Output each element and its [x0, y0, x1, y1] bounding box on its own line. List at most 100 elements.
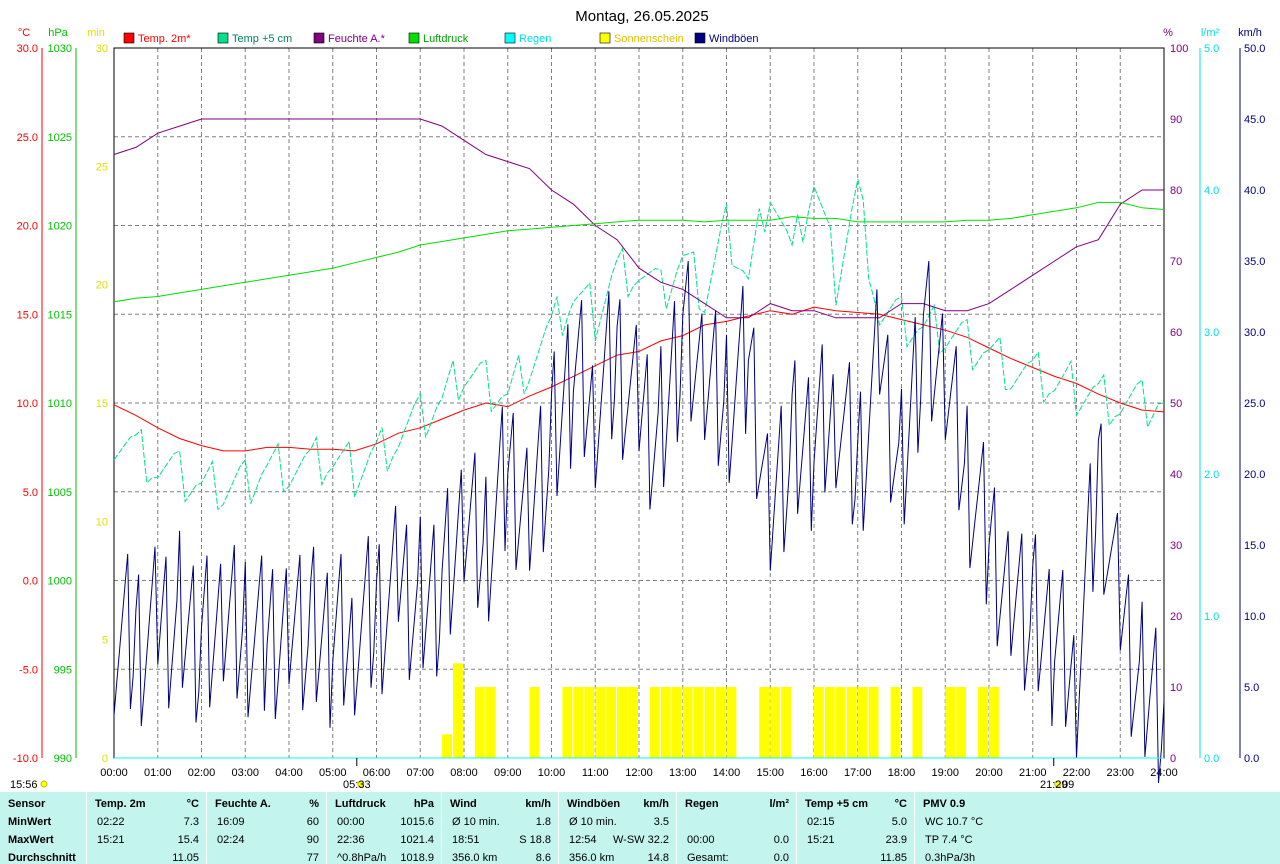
footer-cell-time: TP 7.4 °C — [925, 834, 973, 846]
rain-tick-label: 2.0 — [1204, 469, 1219, 481]
wind-tick-label: 40.0 — [1244, 185, 1265, 197]
sunshine-bar — [628, 687, 638, 758]
legend-label: Temp. 2m* — [138, 33, 191, 45]
footer-column: Temp. 2m °C 02:22 7.3 15:21 15.4 11.05 — [86, 792, 207, 864]
footer-cell-time: 00:00 — [687, 834, 715, 846]
statistics-table: Sensor MinWert MaxWert Durchschnitt Temp. 2m… — [0, 792, 1280, 864]
humidity-tick-label: 20 — [1170, 611, 1182, 623]
footer-cell-value: 11.85 — [880, 852, 907, 864]
footer-cell-value: 1015.6 — [400, 816, 434, 828]
pressure-unit-label: hPa — [48, 27, 68, 39]
pressure-tick-label: 1020 — [48, 221, 72, 233]
humidity-tick-label: 80 — [1170, 185, 1182, 197]
x-tick-label: 04:00 — [275, 767, 303, 779]
sunshine-bar — [835, 687, 846, 758]
rain-unit-label: l/m² — [1201, 27, 1220, 39]
x-tick-label: 01:00 — [144, 767, 172, 779]
humidity-tick-label: 60 — [1170, 327, 1182, 339]
sunshine-bar — [693, 687, 704, 758]
footer-cell-time: 02:22 — [97, 816, 125, 828]
footer-cell-time: Gesamt: — [687, 852, 729, 864]
x-tick-label: 19:00 — [931, 767, 959, 779]
footer-cell-value: 1018.9 — [400, 852, 434, 864]
corner-time-label: 15:56 — [10, 779, 38, 791]
humidity-tick-label: 50 — [1170, 398, 1182, 410]
chart-title: Montag, 26.05.2025 — [575, 8, 708, 25]
rain-tick-label: 4.0 — [1204, 185, 1219, 197]
sunshine-bar — [649, 687, 660, 758]
series-line-luftdruck — [113, 201, 1165, 303]
sunshine-bar — [868, 687, 879, 758]
footer-cell-value: 3.5 — [653, 816, 669, 828]
sun-tick-label: 5 — [102, 635, 108, 647]
marker-extra-label: 09 — [1062, 779, 1074, 791]
footer-column: PMV 0.9 WC 10.7 °C TP 7.4 °C 0.3hPa/3h — [914, 792, 1280, 864]
legend-swatch — [694, 32, 706, 44]
footer-row-label: Durchschnitt — [8, 852, 76, 864]
x-tick-label: 15:00 — [756, 767, 784, 779]
x-tick-label: 12:00 — [625, 767, 653, 779]
footer-cell-time: 18:51 — [452, 834, 480, 846]
sunshine-bar — [704, 687, 715, 758]
footer-header-unit: km/h — [525, 798, 551, 810]
x-tick-label: 09:00 — [494, 767, 522, 779]
sun-tick-label: 0 — [102, 753, 108, 765]
series-line-temp-2m- — [113, 306, 1165, 452]
footer-row-label: MaxWert — [8, 834, 54, 846]
sunshine-bar — [715, 687, 726, 758]
wind-tick-label: 50.0 — [1244, 43, 1265, 55]
footer-cell-value: 14.8 — [647, 852, 669, 864]
footer-column: Sensor MinWert MaxWert Durchschnitt — [0, 792, 86, 864]
x-tick-label: 13:00 — [669, 767, 697, 779]
footer-cell-time: 02:15 — [807, 816, 835, 828]
footer-cell-value: 0.0 — [773, 852, 789, 864]
footer-cell-value: 7.3 — [183, 816, 199, 828]
temp-tick-label: -5.0 — [19, 664, 38, 676]
wind-tick-label: 35.0 — [1244, 256, 1265, 268]
footer-column: Wind km/h Ø 10 min. 1.8 18:51 S 18.8 356.0 km 8… — [441, 792, 559, 864]
pressure-tick-label: 1025 — [48, 132, 72, 144]
footer-cell-time: 15:21 — [97, 834, 125, 846]
sun-marker-icon — [357, 780, 365, 788]
footer-header: Temp +5 cm — [805, 798, 869, 810]
footer-header-unit: l/m² — [769, 798, 789, 810]
sunshine-bar — [529, 687, 540, 758]
footer-cell-time: WC 10.7 °C — [925, 816, 984, 828]
footer-header: Wind — [450, 798, 477, 810]
sunshine-bar — [890, 687, 901, 758]
sun-unit-label: min — [87, 27, 105, 39]
sun-tick-label: 30 — [96, 43, 108, 55]
sunshine-bar — [606, 687, 617, 758]
footer-cell-time: 15:21 — [807, 834, 835, 846]
rain-tick-label: 3.0 — [1204, 327, 1219, 339]
wind-tick-label: 10.0 — [1244, 611, 1265, 623]
axes: °C hPa min% l/m² km/h 30.0 25.0 20.0 15.0 10.0 5.0… — [13, 27, 1266, 779]
temp-tick-label: 0.0 — [23, 576, 38, 588]
sunshine-bar — [617, 687, 627, 758]
footer-cell-value: 8.6 — [535, 852, 551, 864]
sunshine-bar — [978, 687, 988, 758]
sunshine-bar — [912, 687, 923, 758]
sun-tick-label: 25 — [96, 161, 108, 173]
weather-chart: Montag, 26.05.2025 °C hPa min% l/m² km/h 30.0… — [10, 8, 1266, 791]
temp-tick-label: 30.0 — [17, 43, 38, 55]
footer-cell-value: W-SW 32.2 — [612, 834, 669, 846]
footer-cell-value: 23.9 — [885, 834, 907, 846]
footer-cell-value: 1.8 — [535, 816, 551, 828]
footer-column: Windböen km/h Ø 10 min. 3.5 12:54 W-SW 32.2 35… — [558, 792, 677, 864]
footer-header-unit: km/h — [643, 798, 669, 810]
footer-cell-time: 16:09 — [217, 816, 245, 828]
sunshine-bar — [682, 687, 693, 758]
legend-label: Windböen — [709, 33, 759, 45]
sunshine-bar — [671, 687, 682, 758]
sunshine-bar — [660, 687, 671, 758]
humidity-tick-label: 30 — [1170, 540, 1182, 552]
footer-header-unit: % — [309, 798, 319, 810]
x-tick-label: 03:00 — [231, 767, 259, 779]
footer-cell-value: S 18.8 — [519, 834, 551, 846]
x-tick-label: 07:00 — [406, 767, 434, 779]
x-tick-label: 16:00 — [800, 767, 828, 779]
humidity-unit-label: % — [1163, 27, 1173, 39]
footer-cell-time: 356.0 km — [569, 852, 615, 864]
